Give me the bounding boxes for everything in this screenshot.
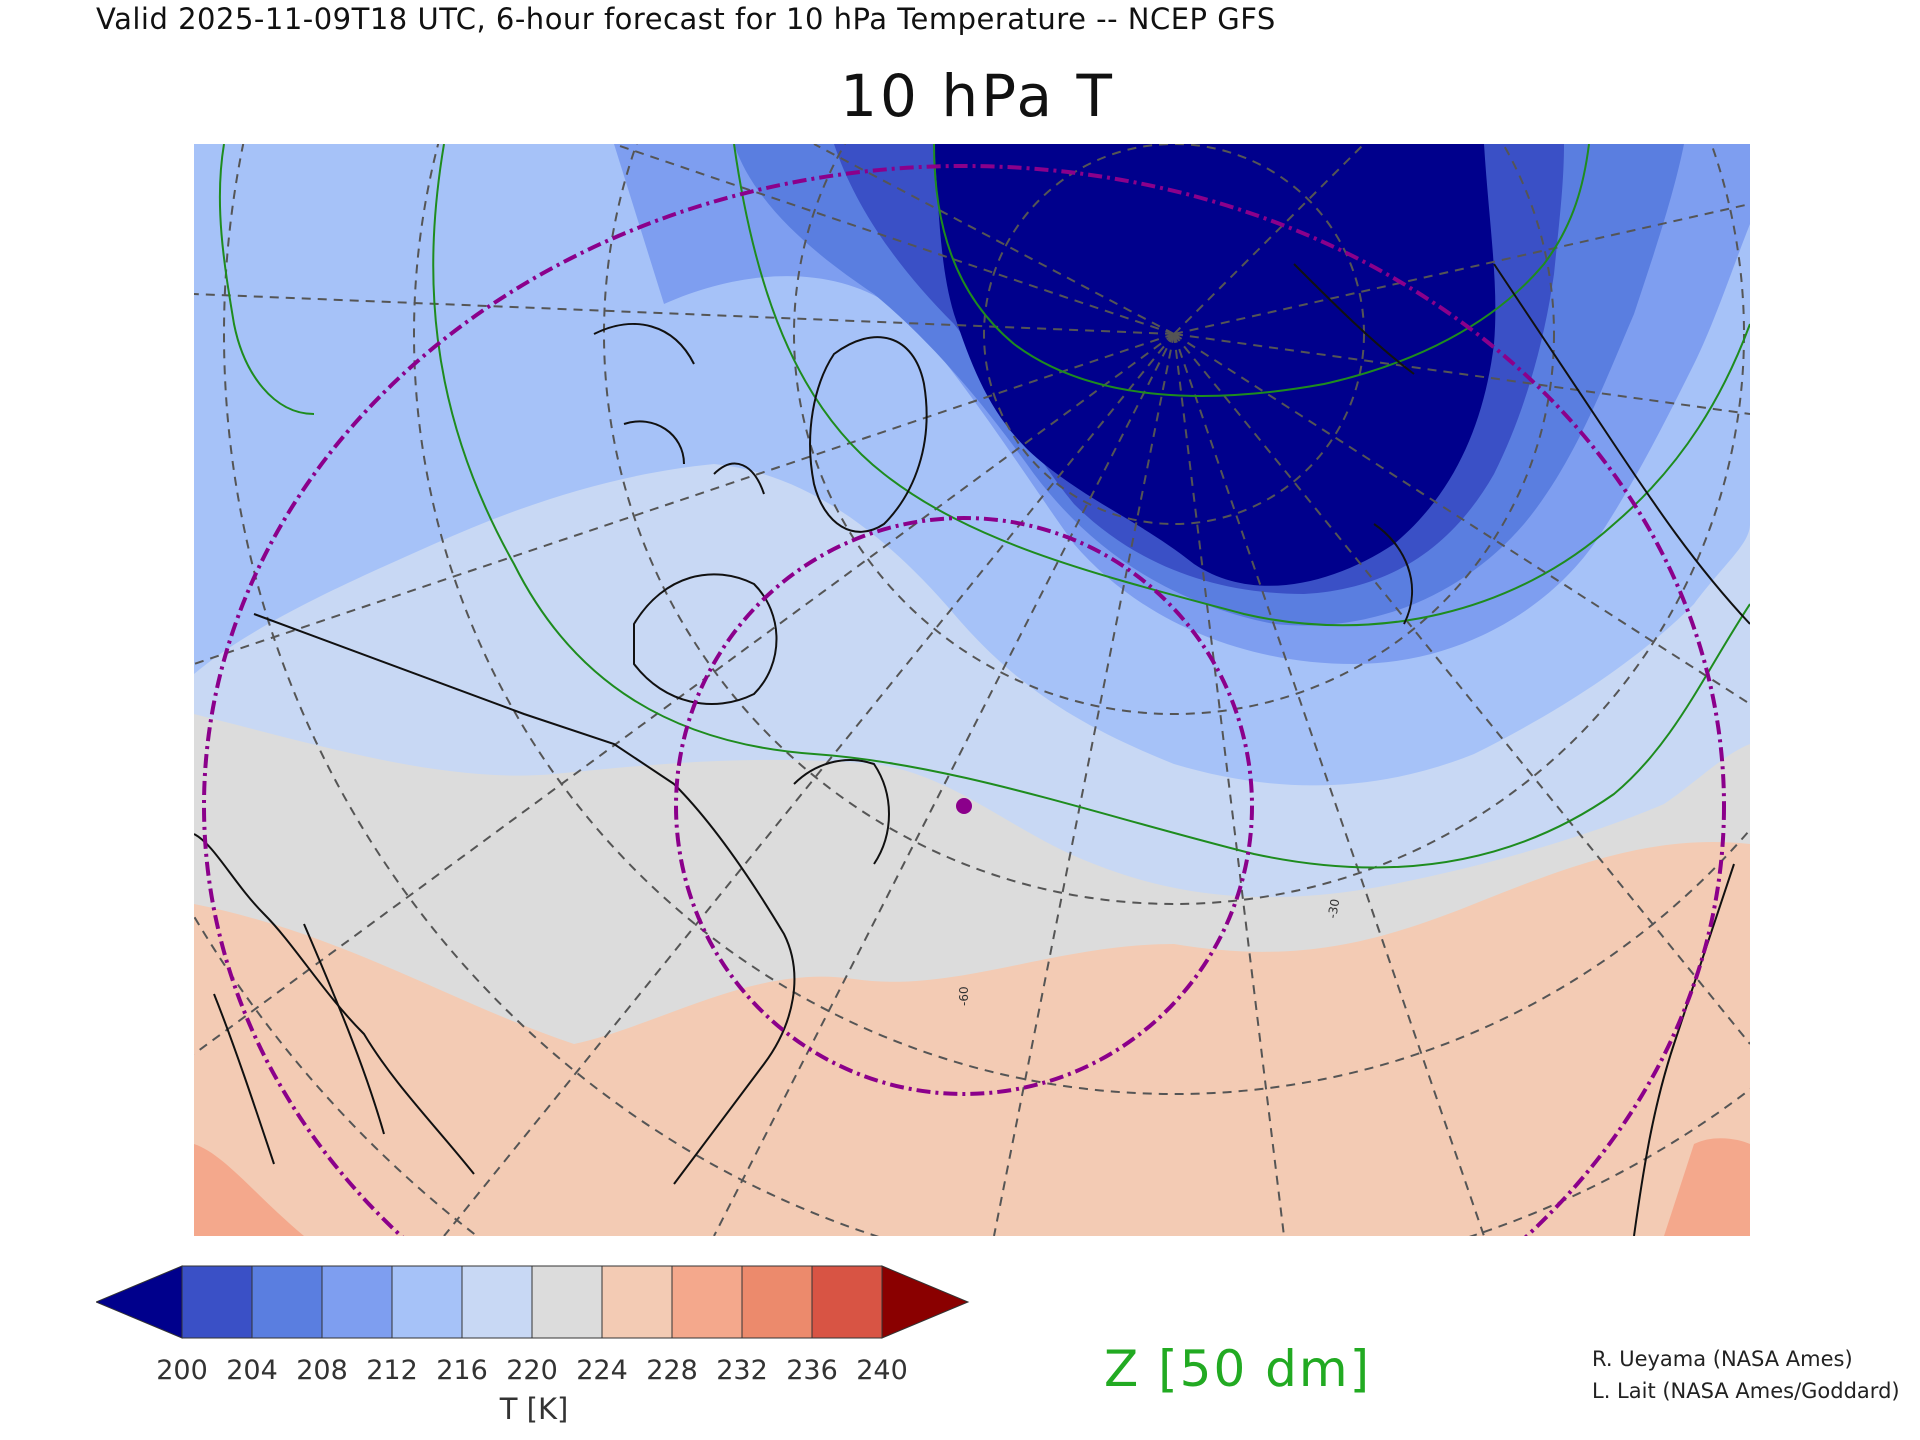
credit-line-2: L. Lait (NASA Ames/Goddard) [1592, 1379, 1900, 1403]
meridian-11 [194, 293, 1175, 335]
contour-label-minus-30: -30 [1325, 898, 1342, 920]
temperature-colorbar [96, 1265, 970, 1339]
colorbar-box [321, 1265, 393, 1339]
colorbar-tick-label: 236 [786, 1355, 838, 1386]
chart-title-text: 10 hPa T [840, 62, 1115, 130]
colorbar-tick-label: 212 [366, 1355, 418, 1386]
field-228-232 [194, 1144, 304, 1236]
colorbar-overflow [881, 1265, 970, 1339]
meridian-14 [613, 144, 1175, 335]
z-contour-1 [432, 144, 1750, 869]
meridian-10 [194, 333, 1175, 665]
chart-title: 10 hPa T [0, 62, 1920, 130]
latitude-circle-4 [413, 144, 1750, 1095]
colorbar-tick-label: 208 [296, 1355, 348, 1386]
colorbar-underflow [96, 1265, 183, 1339]
colorbar-tick-label: 232 [716, 1355, 768, 1386]
meridian-15 [1173, 203, 1750, 335]
colorbar-tick-label: 204 [226, 1355, 278, 1386]
colorbar-box [671, 1265, 743, 1339]
range-rings [202, 164, 1726, 1236]
graticule [194, 144, 1750, 1236]
hudson-bay [633, 573, 778, 705]
z-contour-4 [218, 144, 315, 415]
colorbar-box [251, 1265, 323, 1339]
inner-range-ring [674, 516, 1254, 1096]
meridian-8 [443, 333, 1175, 1236]
labrador [793, 759, 890, 865]
colorbar-box [461, 1265, 533, 1339]
field-224-228 [194, 842, 1750, 1236]
meridian-12 [1173, 144, 1365, 335]
colorbar-tick-label: 216 [436, 1355, 488, 1386]
meridian-4 [1173, 333, 1750, 1045]
us-canada-border [253, 613, 675, 785]
greenland [809, 336, 928, 533]
colorbar-tick-label: 228 [646, 1355, 698, 1386]
east-asia-coast [1633, 863, 1735, 1236]
colorbar-label: T [K] [499, 1392, 569, 1426]
coastlines [194, 263, 1750, 1236]
field-below-200 [934, 144, 1496, 586]
meridian-6 [1173, 333, 1750, 415]
contour-label-minus-60: -60 [957, 986, 971, 1006]
reference-marker [956, 798, 972, 814]
meridian-2 [1173, 333, 1285, 1236]
latitude-circle-1 [983, 144, 1365, 525]
colorbar-box [181, 1265, 253, 1339]
eurasia-coast [1493, 263, 1750, 625]
valid-time-header: Valid 2025-11-09T18 UTC, 6-hour forecast… [96, 2, 1276, 36]
latitude-circle-5 [223, 144, 1750, 1236]
geopotential-contours [218, 144, 1750, 869]
credit-line-1: R. Ueyama (NASA Ames) [1592, 1347, 1853, 1371]
colorbar-box [811, 1265, 883, 1339]
latitude-circle-2 [793, 144, 1555, 715]
latitude-circle-3 [603, 144, 1745, 905]
outer-range-ring [202, 164, 1726, 1236]
meridian-5 [1173, 333, 1750, 705]
meridian-9 [194, 333, 1175, 1055]
colorbar-box [391, 1265, 463, 1339]
colorbar-tick-label: 220 [506, 1355, 558, 1386]
north-america-west-coast [194, 833, 475, 1175]
colorbar-box [531, 1265, 603, 1339]
colorbar-tick-label: 224 [576, 1355, 628, 1386]
arctic-islands [593, 323, 765, 495]
temperature-map: -30 -60 [194, 144, 1750, 1236]
baja-mexico [213, 923, 385, 1165]
contour-legend-label: Z [50 dm] [1104, 1340, 1372, 1398]
field-228-232-east [1664, 1138, 1750, 1236]
z-contour-3 [933, 144, 1590, 397]
colorbar-box [601, 1265, 673, 1339]
z-contour-2 [733, 144, 1750, 627]
meridian-7 [713, 333, 1175, 1236]
colorbar-tick-label: 240 [856, 1355, 908, 1386]
scandinavia [1293, 263, 1415, 625]
east-coast [673, 783, 796, 1185]
colorbar-box [741, 1265, 813, 1339]
meridian-13 [813, 144, 1175, 335]
colorbar-tick-label: 200 [156, 1355, 208, 1386]
